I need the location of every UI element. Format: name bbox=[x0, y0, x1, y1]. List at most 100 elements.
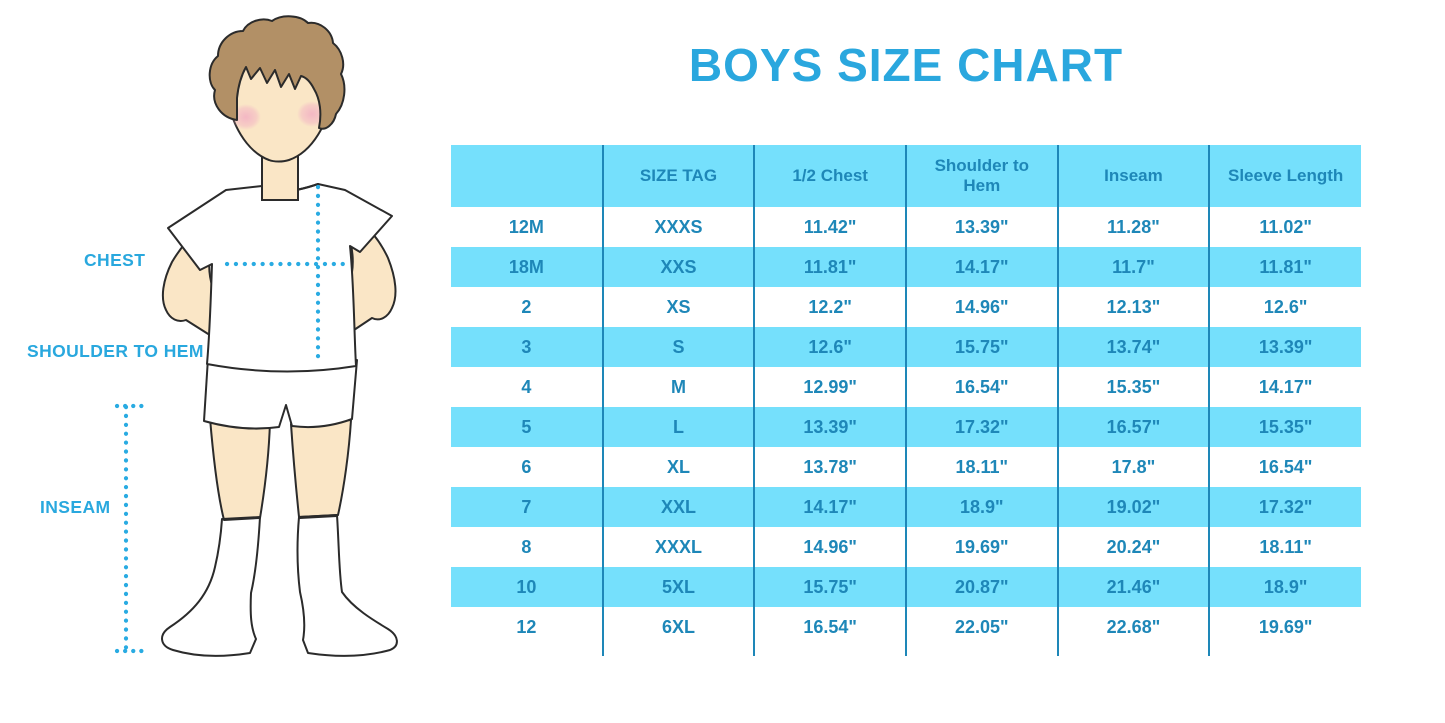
measurement-cell: 19.69" bbox=[1208, 607, 1361, 647]
size-cell: 8 bbox=[521, 536, 532, 557]
divider-extension-cell bbox=[451, 647, 603, 656]
size-row: 4 M 12.99" 16.54" 15.35" 14.17" bbox=[451, 367, 1361, 407]
measurement-cell: 11.42" bbox=[753, 207, 906, 247]
measurement-cell: 6XL bbox=[601, 607, 755, 647]
size-row: 2 XS 12.2" 14.96" 12.13" 12.6" bbox=[451, 287, 1361, 327]
measurement-cell: M bbox=[601, 367, 755, 407]
measurement-cell: 15.35" bbox=[1056, 367, 1210, 407]
column-header: Sleeve Length bbox=[1208, 145, 1361, 207]
measurement-cell: XXXL bbox=[601, 527, 755, 567]
size-cell: 12M bbox=[508, 216, 544, 237]
measurement-cell: 22.68" bbox=[1056, 607, 1210, 647]
measurement-cell: 13.39" bbox=[904, 207, 1058, 247]
measurement-cell: XL bbox=[601, 447, 755, 487]
column-header: 1/2 Chest bbox=[753, 145, 906, 207]
measurement-cell: 15.35" bbox=[1208, 407, 1361, 447]
measurement-lines bbox=[114, 184, 348, 654]
measurement-cell: 15.75" bbox=[753, 567, 906, 607]
measurement-cell: 18.9" bbox=[904, 487, 1058, 527]
measurement-cell: 17.8" bbox=[1056, 447, 1210, 487]
size-row: 8 XXXL 14.96" 19.69" 20.24" 18.11" bbox=[451, 527, 1361, 567]
legs bbox=[209, 417, 352, 521]
measurement-cell: 12.2" bbox=[753, 287, 906, 327]
measurement-cell: 12.6" bbox=[1208, 287, 1361, 327]
size-row: 10 5XL 15.75" 20.87" 21.46" 18.9" bbox=[451, 567, 1361, 607]
chest-label: CHEST bbox=[84, 250, 146, 270]
size-cell: 3 bbox=[451, 327, 603, 367]
size-row: 12 6XL 16.54" 22.05" 22.68" 19.69" bbox=[451, 607, 1361, 647]
column-header: Shoulder to Hem bbox=[904, 145, 1058, 207]
shorts bbox=[203, 357, 358, 430]
measurement-cell: 16.54" bbox=[753, 607, 906, 647]
measurement-cell: 14.17" bbox=[1208, 367, 1361, 407]
measurement-cell: 14.17" bbox=[904, 247, 1058, 287]
hair bbox=[208, 15, 346, 130]
measurement-cell: 20.87" bbox=[904, 567, 1058, 607]
measurement-cell: 16.57" bbox=[1056, 407, 1210, 447]
divider-extension-cell bbox=[601, 647, 755, 656]
column-header: SIZE TAG bbox=[601, 145, 755, 207]
column-header: Inseam bbox=[1056, 145, 1210, 207]
divider-extension-cell bbox=[904, 647, 1058, 656]
measurement-cell: 12.6" bbox=[753, 327, 906, 367]
size-row: 12M XXXS 11.42" 13.39" 11.28" 11.02" bbox=[451, 207, 1361, 247]
size-row: 7 XXL 14.17" 18.9" 19.02" 17.32" bbox=[451, 487, 1361, 527]
corner-cell bbox=[451, 145, 603, 207]
measurement-cell: 22.05" bbox=[904, 607, 1058, 647]
measurement-cell: 14.96" bbox=[904, 287, 1058, 327]
size-row: 5 L 13.39" 17.32" 16.57" 15.35" bbox=[451, 407, 1361, 447]
blush-left bbox=[231, 104, 261, 130]
size-table-header: SIZE TAG 1/2 Chest Shoulder to Hem Inseam Sl… bbox=[451, 145, 1361, 207]
measurement-cell: 16.54" bbox=[1208, 447, 1361, 487]
inseam-label: INSEAM bbox=[40, 497, 111, 517]
measurement-cell: 14.17" bbox=[753, 487, 906, 527]
measurement-cell: 20.24" bbox=[1056, 527, 1210, 567]
size-row: 3 S 12.6" 15.75" 13.74" 13.39" bbox=[451, 327, 1361, 367]
size-table: SIZE TAG 1/2 Chest Shoulder to Hem Inseam Sl… bbox=[451, 145, 1361, 656]
measurement-cell: 5XL bbox=[601, 567, 755, 607]
measurement-cell: 18.11" bbox=[1208, 527, 1361, 567]
size-table-body: 12M XXXS 11.42" 13.39" 11.28" 11.02" 18M XXS 11.… bbox=[451, 207, 1361, 647]
measurement-cell: XXL bbox=[601, 487, 755, 527]
measurement-cell: 11.28" bbox=[1056, 207, 1210, 247]
measurement-cell: 13.39" bbox=[1208, 327, 1361, 367]
measurement-cell: 11.81" bbox=[1208, 247, 1361, 287]
measurement-cell: 11.02" bbox=[1208, 207, 1361, 247]
size-cell: 6 bbox=[521, 456, 532, 477]
socks bbox=[161, 514, 398, 657]
measurement-cell: 11.7" bbox=[1056, 247, 1210, 287]
header-row: SIZE TAG 1/2 Chest Shoulder to Hem Inseam Sl… bbox=[451, 145, 1361, 207]
measurement-cell: 18.11" bbox=[904, 447, 1058, 487]
size-cell: 12 bbox=[516, 616, 537, 637]
size-cell: 5 bbox=[451, 407, 603, 447]
size-row: 6 XL 13.78" 18.11" 17.8" 16.54" bbox=[451, 447, 1361, 487]
measurement-cell: XS bbox=[601, 287, 755, 327]
size-row: 18M XXS 11.81" 14.17" 11.7" 11.81" bbox=[451, 247, 1361, 287]
divider-extension-cell bbox=[1056, 647, 1210, 656]
page-title: BOYS SIZE CHART bbox=[688, 39, 1124, 91]
measurement-cell: 12.99" bbox=[753, 367, 906, 407]
shoulder-to-hem-label: SHOULDER TO HEM bbox=[27, 341, 204, 361]
size-cell: 4 bbox=[521, 376, 532, 397]
size-cell: 10 bbox=[451, 567, 603, 607]
measurement-cell: 13.78" bbox=[753, 447, 906, 487]
boy-measurement-illustration bbox=[114, 15, 398, 657]
size-cell: 2 bbox=[521, 296, 532, 317]
divider-extension-cell bbox=[753, 647, 906, 656]
measurement-cell: 21.46" bbox=[1056, 567, 1210, 607]
measurement-cell: S bbox=[601, 327, 755, 367]
measurement-cell: 17.32" bbox=[904, 407, 1058, 447]
measurement-cell: 16.54" bbox=[904, 367, 1058, 407]
measurement-cell: 15.75" bbox=[904, 327, 1058, 367]
size-cell: 7 bbox=[451, 487, 603, 527]
size-table-divider-extension bbox=[451, 647, 1361, 656]
measurement-cell: L bbox=[601, 407, 755, 447]
measurement-cell: 19.69" bbox=[904, 527, 1058, 567]
measurement-cell: 13.39" bbox=[753, 407, 906, 447]
measurement-cell: 17.32" bbox=[1208, 487, 1361, 527]
measurement-cell: 19.02" bbox=[1056, 487, 1210, 527]
measurement-cell: 12.13" bbox=[1056, 287, 1210, 327]
divider-extension-row bbox=[451, 647, 1361, 656]
measurement-cell: XXXS bbox=[601, 207, 755, 247]
